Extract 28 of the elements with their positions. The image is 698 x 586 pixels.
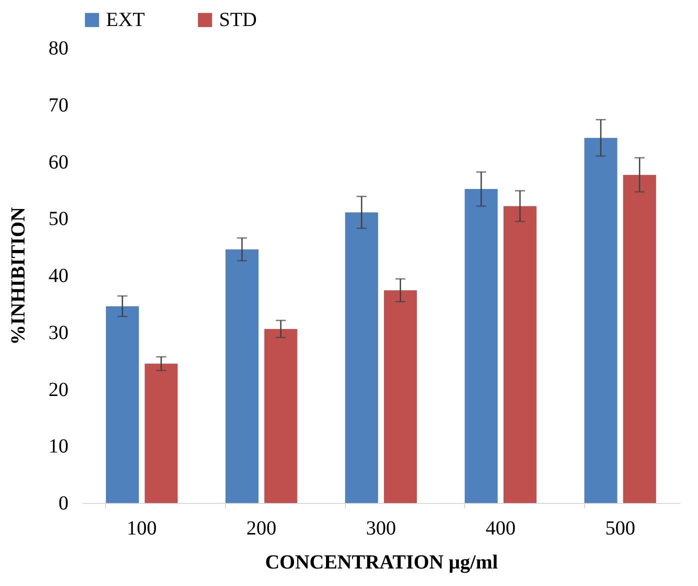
- y-tick-label: 70: [48, 94, 68, 116]
- x-axis-title: CONCENTRATION µg/ml: [265, 552, 498, 574]
- y-tick-label: 20: [48, 378, 68, 401]
- y-axis-title: %INHIBITION: [8, 206, 30, 345]
- y-tick-label: 40: [48, 265, 68, 287]
- bar: [226, 249, 258, 503]
- bar: [464, 189, 498, 503]
- x-tick-label: 500: [605, 518, 636, 540]
- y-tick-label: 60: [48, 151, 68, 174]
- bar: [504, 206, 536, 503]
- x-tick-label: 400: [486, 518, 516, 540]
- bar: [264, 328, 298, 503]
- bar: [144, 364, 178, 503]
- y-tick-label: 10: [48, 436, 68, 458]
- x-tick-label: 200: [246, 518, 276, 540]
- y-tick-label: 30: [48, 322, 68, 344]
- bar: [384, 290, 417, 503]
- bar: [345, 212, 378, 503]
- bar: [584, 138, 618, 503]
- legend-label: STD: [219, 9, 257, 31]
- x-tick-label: 300: [366, 518, 396, 540]
- legend-label: EXT: [106, 9, 145, 31]
- x-tick-label: 100: [126, 518, 157, 540]
- y-tick-label: 0: [58, 492, 68, 514]
- y-tick-label: 50: [48, 208, 68, 230]
- bar: [623, 174, 656, 503]
- y-tick-label: 80: [48, 38, 68, 60]
- bar: [106, 306, 139, 503]
